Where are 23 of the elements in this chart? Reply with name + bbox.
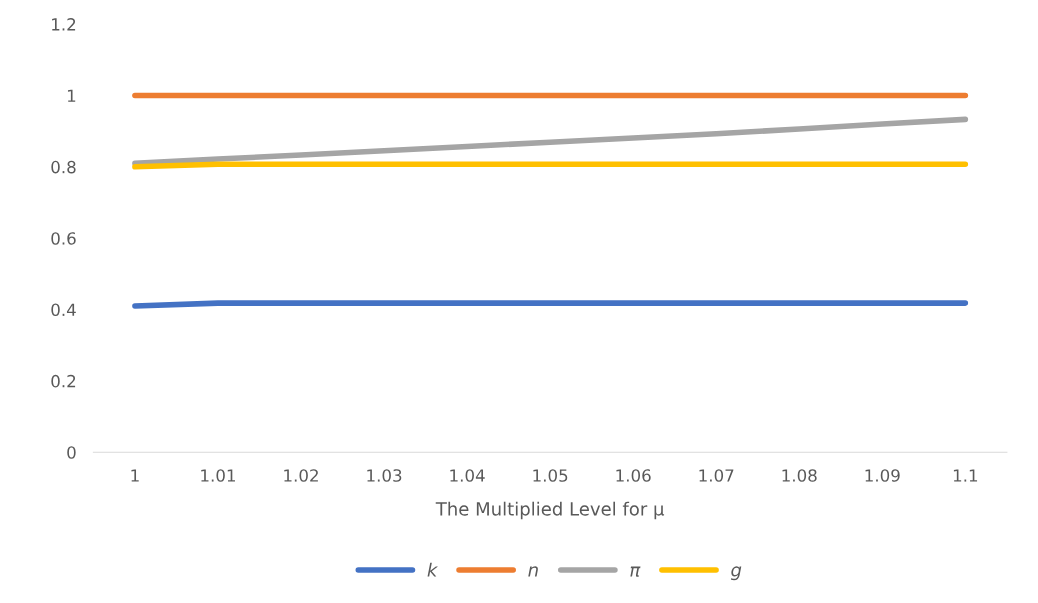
y-tick-label: 0 xyxy=(67,446,76,459)
x-tick-label: 1.06 xyxy=(616,469,651,482)
y-tick-label: 0.2 xyxy=(51,374,76,388)
x-axis-title: The Multiplied Level for μ xyxy=(435,501,665,520)
x-tick-label: 1.04 xyxy=(450,469,485,482)
x-tick-label: 1 xyxy=(131,469,139,482)
y-tick-label: 0.4 xyxy=(51,303,76,317)
x-tick-label: 1.1 xyxy=(953,469,978,482)
legend-label: k xyxy=(427,562,438,577)
y-tick-label: 1 xyxy=(67,89,76,102)
legend-label: n xyxy=(528,566,538,577)
legend-label: π xyxy=(630,566,641,577)
x-tick-label: 1.02 xyxy=(284,469,318,482)
x-tick-label: 1.09 xyxy=(865,469,900,482)
x-tick-label: 1.05 xyxy=(533,469,568,482)
x-tick-label: 1.08 xyxy=(782,469,817,482)
y-tick-label: 0.8 xyxy=(51,160,76,174)
legend-label: g xyxy=(731,566,742,581)
x-tick-label: 1.03 xyxy=(367,469,402,482)
x-tick-label: 1.07 xyxy=(699,469,734,482)
y-tick-label: 1.2 xyxy=(52,18,76,31)
x-tick-label: 1.01 xyxy=(201,469,235,482)
y-tick-label: 0.6 xyxy=(51,232,76,245)
